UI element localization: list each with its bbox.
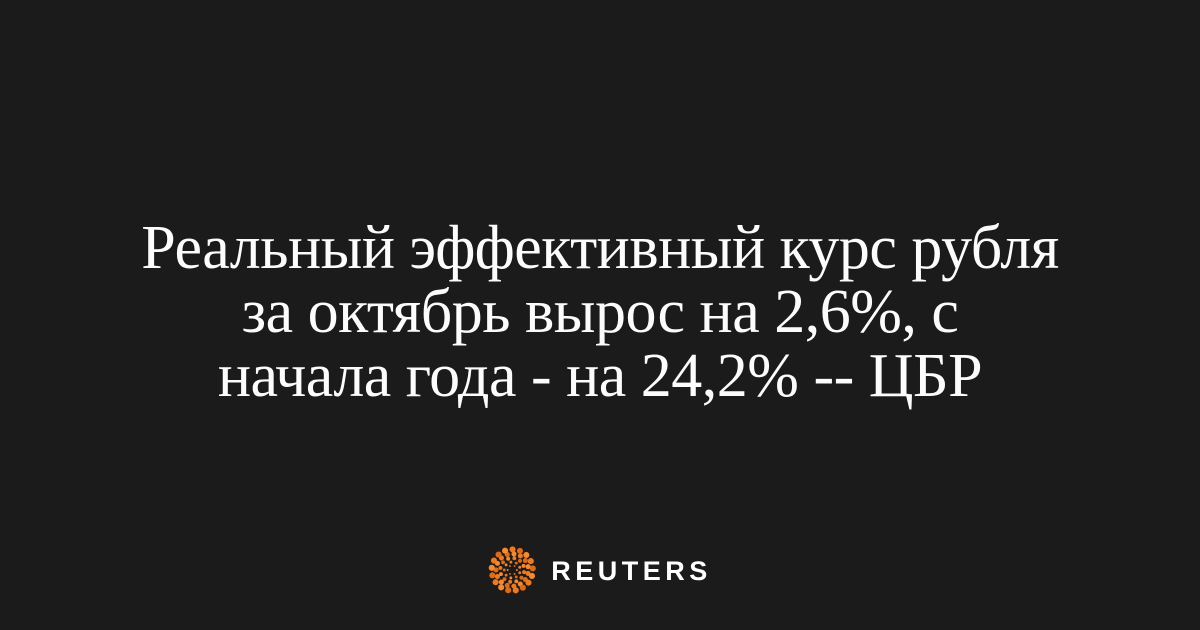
reuters-orb-icon <box>488 546 536 594</box>
reuters-logo: REUTERS <box>488 546 712 594</box>
headline-line-1: Реальный эффективный курс рубля <box>141 214 1059 282</box>
headline-line-2: за октябрь вырос на 2,6%, с <box>241 278 959 346</box>
headline-line-3: начала года - на 24,2% -- ЦБР <box>217 342 983 410</box>
reuters-wordmark: REUTERS <box>551 555 712 586</box>
